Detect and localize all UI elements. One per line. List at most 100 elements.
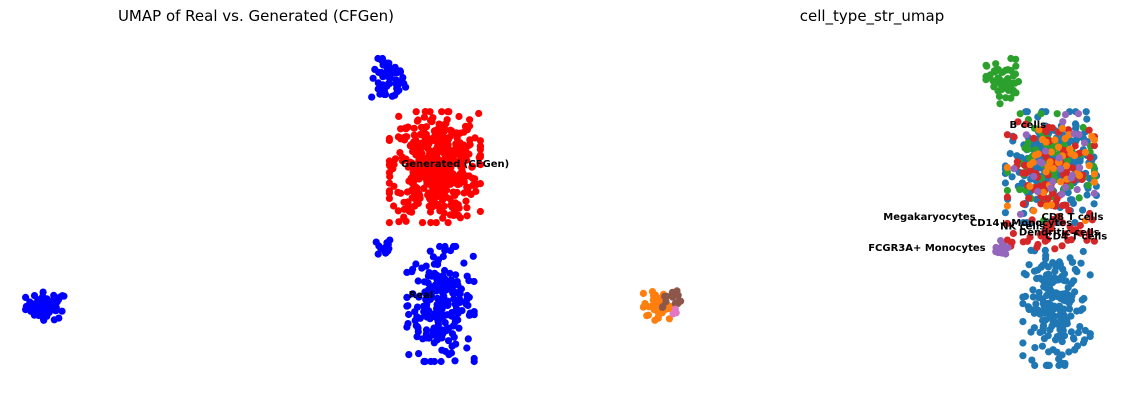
- point-real: [460, 259, 468, 267]
- point-cd14-monocytes: [1066, 145, 1074, 153]
- point-megakaryocytes: [1061, 111, 1070, 119]
- point-real: [454, 308, 462, 316]
- point-generated-cfgen: [445, 166, 454, 174]
- point-real: [425, 286, 433, 294]
- point-cd4-t-cells: [1044, 263, 1052, 271]
- point-megakaryocytes: [1034, 188, 1042, 196]
- point-cd4-t-cells: [1019, 318, 1027, 326]
- cluster-label-megakaryocytes: Megakaryocytes: [883, 212, 975, 223]
- point-cd14-monocytes: [1026, 182, 1034, 190]
- point-real: [384, 62, 393, 70]
- point-cd4-t-cells: [1030, 324, 1038, 332]
- point-generated-cfgen: [451, 148, 459, 156]
- point-cd4-t-cells: [1001, 179, 1010, 187]
- point-cd4-t-cells: [1071, 345, 1079, 354]
- point-real: [409, 290, 417, 298]
- point-real: [50, 291, 58, 299]
- point-real: [451, 357, 459, 365]
- point-real: [382, 244, 390, 252]
- point-cd8-t-cells: [1025, 194, 1033, 202]
- point-real: [455, 324, 463, 332]
- point-cd4-t-cells: [1022, 108, 1030, 116]
- point-nk-cells: [1033, 243, 1041, 251]
- point-megakaryocytes: [1080, 139, 1089, 147]
- cluster-label-b-cells: B cells: [1010, 120, 1047, 131]
- point-cd14-monocytes: [1081, 216, 1090, 225]
- point-nk-cells: [1058, 242, 1066, 250]
- point-generated-cfgen: [420, 113, 428, 121]
- point-b-cells: [995, 75, 1004, 83]
- point-megakaryocytes: [1002, 250, 1010, 258]
- point-real: [445, 351, 453, 359]
- point-b-cells: [995, 92, 1004, 100]
- point-cd4-t-cells: [1079, 305, 1087, 313]
- point-b-cells: [1016, 110, 1024, 118]
- point-cd8-t-cells: [1037, 200, 1045, 208]
- point-b-cells: [994, 66, 1003, 74]
- point-cd14-monocytes: [1081, 148, 1089, 156]
- point-generated-cfgen: [390, 202, 398, 210]
- point-cd8-t-cells: [1040, 182, 1048, 190]
- point-real: [392, 76, 400, 84]
- point-cd4-t-cells: [1060, 276, 1068, 285]
- point-cd4-t-cells: [1047, 304, 1055, 312]
- point-cd4-t-cells: [1060, 270, 1069, 278]
- point-cd4-t-cells: [1019, 352, 1027, 360]
- point-generated-cfgen: [468, 162, 477, 170]
- point-real: [379, 73, 387, 81]
- point-cd8-t-cells: [1071, 142, 1079, 150]
- point-nk-cells: [1072, 226, 1080, 234]
- point-real: [431, 281, 439, 289]
- point-real: [452, 271, 460, 279]
- point-cd14-monocytes: [1088, 132, 1096, 140]
- point-generated-cfgen: [385, 194, 393, 202]
- point-cd4-t-cells: [1056, 306, 1064, 314]
- point-cd4-t-cells: [1065, 348, 1073, 356]
- point-nk-cells: [1008, 238, 1016, 246]
- point-generated-cfgen: [413, 184, 421, 192]
- point-dendritic-cells: [672, 309, 680, 317]
- point-fcgr3a-monocytes: [659, 302, 667, 311]
- point-generated-cfgen: [465, 150, 473, 158]
- point-megakaryocytes: [1022, 131, 1030, 139]
- point-b-cells: [1021, 144, 1029, 152]
- point-cd4-t-cells: [1063, 317, 1071, 325]
- point-cd4-t-cells: [1019, 300, 1027, 308]
- point-real: [22, 293, 30, 301]
- point-megakaryocytes: [1068, 171, 1076, 179]
- point-generated-cfgen: [436, 143, 444, 151]
- point-generated-cfgen: [458, 166, 466, 174]
- point-b-cells: [1009, 72, 1018, 80]
- point-generated-cfgen: [411, 138, 419, 146]
- point-real: [50, 300, 58, 308]
- point-b-cells: [1079, 123, 1087, 132]
- point-b-cells: [1084, 181, 1092, 189]
- point-real: [421, 357, 429, 366]
- point-b-cells: [1007, 54, 1015, 63]
- point-generated-cfgen: [391, 155, 400, 163]
- point-real: [369, 74, 377, 82]
- point-cd8-t-cells: [1063, 168, 1071, 176]
- point-b-cells: [1064, 156, 1072, 164]
- point-b-cells: [1040, 216, 1048, 225]
- point-real: [413, 323, 422, 331]
- point-cd4-t-cells: [1044, 361, 1052, 369]
- point-real: [452, 340, 460, 348]
- point-real: [375, 242, 383, 250]
- point-cd4-t-cells: [1069, 334, 1078, 342]
- point-megakaryocytes: [1076, 164, 1084, 172]
- point-generated-cfgen: [418, 219, 427, 227]
- point-cd14-monocytes: [1047, 201, 1056, 209]
- point-real: [450, 333, 458, 341]
- point-nk-cells: [1009, 229, 1018, 238]
- point-generated-cfgen: [435, 120, 443, 128]
- point-real: [404, 320, 412, 328]
- point-generated-cfgen: [463, 204, 471, 212]
- point-real: [27, 307, 35, 315]
- point-cd4-t-cells: [1077, 259, 1085, 267]
- point-cd4-t-cells: [1025, 261, 1033, 269]
- point-real: [51, 307, 60, 315]
- point-generated-cfgen: [389, 165, 397, 173]
- point-generated-cfgen: [394, 207, 402, 215]
- point-generated-cfgen: [473, 180, 481, 188]
